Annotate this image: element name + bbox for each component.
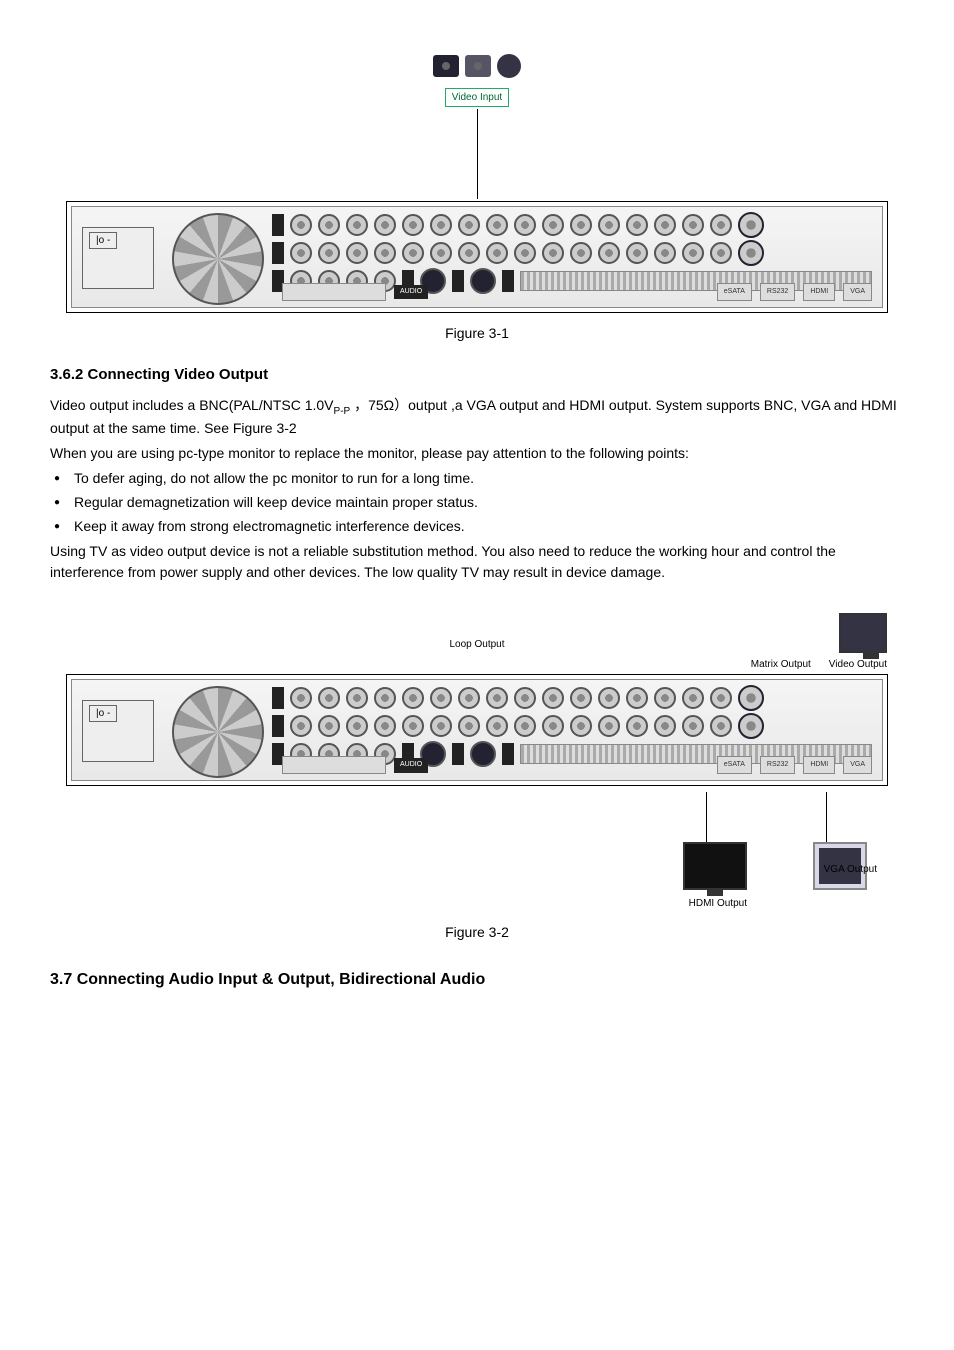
rear-panel-diagram-2: AUDIO eSATA RS232 HDMI VGA: [66, 674, 888, 786]
hdmi-output-label: HDMI Output: [689, 896, 747, 911]
rear-panel-diagram-1: AUDIO eSATA RS232 HDMI VGA: [66, 201, 888, 313]
hdmi-port: HDMI: [803, 283, 835, 301]
vga-port: VGA: [843, 283, 872, 301]
figure-3-2: Loop Output Matrix Output Video Output: [50, 613, 904, 912]
audio-port-label: AUDIO: [394, 758, 428, 773]
bullet-item: Keep it away from strong electromagnetic…: [50, 516, 904, 537]
bullet-item: Regular demagnetization will keep device…: [50, 492, 904, 513]
vga-port: VGA: [843, 756, 872, 774]
figure-3-1-caption: Figure 3-1: [50, 323, 904, 344]
section-3-7-heading: 3.7 Connecting Audio Input & Output, Bid…: [50, 968, 904, 992]
figure-3-1: Video Input: [50, 50, 904, 313]
section-3-6-2-para2: When you are using pc-type monitor to re…: [50, 443, 904, 464]
esata-port: eSATA: [717, 283, 752, 301]
video-output-label: Video Output: [829, 657, 887, 672]
bullet-item: To defer aging, do not allow the pc moni…: [50, 468, 904, 489]
hdmi-port: HDMI: [803, 756, 835, 774]
rs232-port: RS232: [760, 283, 795, 301]
section-3-6-2-para1: Video output includes a BNC(PAL/NTSC 1.0…: [50, 395, 904, 440]
section-3-6-2-bullets: To defer aging, do not allow the pc moni…: [50, 468, 904, 537]
audio-port-label: AUDIO: [394, 285, 428, 300]
matrix-output-label: Matrix Output: [751, 657, 811, 672]
video-input-label: Video Input: [445, 88, 509, 107]
rs232-port: RS232: [760, 756, 795, 774]
figure-3-2-caption: Figure 3-2: [50, 922, 904, 943]
loop-output-label: Loop Output: [449, 639, 504, 650]
camera-icons: [429, 50, 525, 82]
section-3-6-2-heading: 3.6.2 Connecting Video Output: [50, 364, 904, 387]
vga-output-label: VGA Output: [824, 862, 877, 877]
esata-port: eSATA: [717, 756, 752, 774]
section-3-6-2-para3: Using TV as video output device is not a…: [50, 541, 904, 583]
